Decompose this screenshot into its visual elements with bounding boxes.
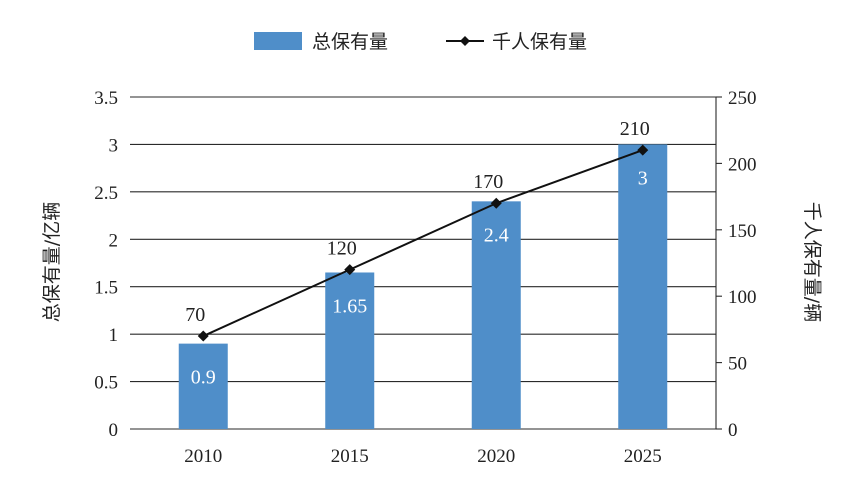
bar-2020 <box>471 201 521 429</box>
point-marker-2025 <box>637 144 649 156</box>
point-marker-2010 <box>197 330 209 342</box>
x-tick-label: 2015 <box>331 446 369 467</box>
right-tick-label: 200 <box>728 154 757 175</box>
bar-value-label: 0.9 <box>191 367 216 389</box>
bar-value-label: 3 <box>638 167 648 189</box>
x-tick-label: 2020 <box>477 446 515 467</box>
right-tick-label: 100 <box>728 287 757 308</box>
bar-value-label: 2.4 <box>484 224 509 246</box>
x-tick-label: 2025 <box>624 446 662 467</box>
legend-label-total: 总保有量 <box>312 31 388 53</box>
per-thousand-line: 70 120 170 210 <box>185 118 650 342</box>
left-tick-label: 3 <box>109 135 119 156</box>
legend-swatch-total <box>254 32 302 50</box>
right-axis-title: 千人保有量/辆 <box>801 202 823 322</box>
bar-2025 <box>618 144 668 429</box>
point-value-label: 120 <box>327 238 357 260</box>
legend-marker-diamond-icon <box>460 36 470 46</box>
legend-label-per-thousand: 千人保有量 <box>492 31 587 53</box>
right-tick-label: 50 <box>728 354 747 375</box>
per-thousand-polyline <box>202 149 644 337</box>
right-axis-ticks: 0 50 100 150 200 250 <box>716 88 757 441</box>
x-tick-label: 2010 <box>184 446 222 467</box>
right-tick-label: 250 <box>728 88 757 109</box>
legend: 总保有量 千人保有量 <box>254 31 587 53</box>
left-tick-label: 2.5 <box>94 183 118 204</box>
left-tick-label: 0 <box>109 420 119 441</box>
right-tick-label: 0 <box>728 420 738 441</box>
left-tick-label: 0.5 <box>94 373 118 394</box>
left-tick-label: 1.5 <box>94 278 118 299</box>
left-axis-ticks: 0 0.5 1 1.5 2 2.5 3 3.5 <box>94 88 118 441</box>
left-axis-title: 总保有量/亿辆 <box>41 202 63 322</box>
x-axis-ticks: 2010 2015 2020 2025 <box>184 446 662 467</box>
point-value-label: 210 <box>620 118 650 140</box>
left-tick-label: 1 <box>109 325 119 346</box>
point-marker-2015 <box>344 264 356 276</box>
point-value-label: 170 <box>473 171 503 193</box>
point-value-label: 70 <box>185 304 205 326</box>
bar-2010 <box>178 343 228 429</box>
bar-2015 <box>325 272 375 429</box>
bars: 0.9 1.65 2.4 3 <box>178 144 668 429</box>
left-tick-label: 2 <box>109 230 119 251</box>
bar-value-label: 1.65 <box>332 295 367 317</box>
right-tick-label: 150 <box>728 221 757 242</box>
point-marker-2020 <box>490 197 502 209</box>
left-tick-label: 3.5 <box>94 88 118 109</box>
